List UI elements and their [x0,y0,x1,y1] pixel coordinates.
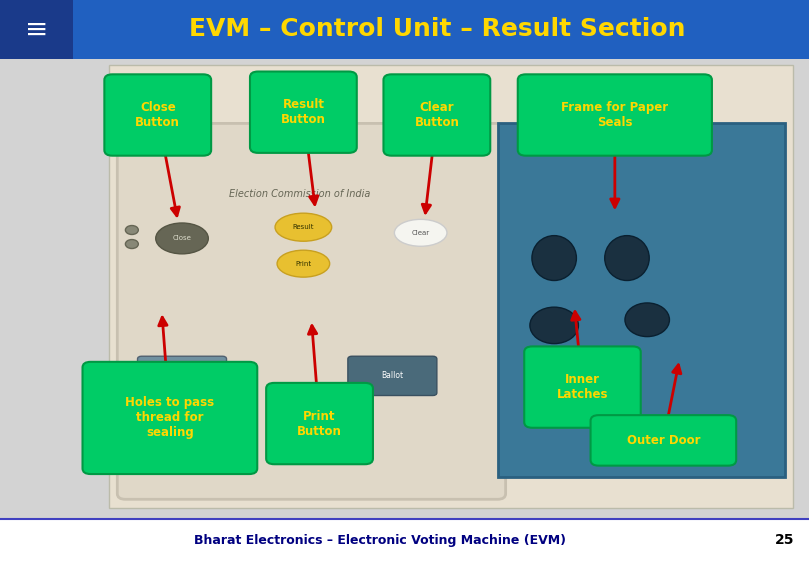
Text: Bharat Electronics – Electronic Voting Machine (EVM): Bharat Electronics – Electronic Voting M… [194,534,566,547]
Circle shape [125,240,138,249]
Text: Frame for Paper
Seals: Frame for Paper Seals [561,101,668,129]
Text: 25: 25 [775,534,794,547]
Ellipse shape [605,236,649,280]
FancyBboxPatch shape [518,75,712,156]
Ellipse shape [394,219,447,246]
Text: Result: Result [293,224,314,230]
FancyBboxPatch shape [109,65,793,508]
Text: ≡: ≡ [25,16,48,44]
FancyBboxPatch shape [104,75,211,156]
Text: Close
Button: Close Button [135,101,180,129]
FancyBboxPatch shape [266,383,373,465]
Text: Outer Door: Outer Door [627,434,700,447]
Text: Print
Button: Print Button [297,410,342,438]
Text: Clear: Clear [412,230,430,236]
Text: Result
Button: Result Button [281,98,326,126]
FancyBboxPatch shape [83,362,257,474]
Ellipse shape [155,223,208,254]
Ellipse shape [275,213,332,241]
Circle shape [125,226,138,234]
Text: Holes to pass
thread for
sealing: Holes to pass thread for sealing [125,397,214,439]
FancyBboxPatch shape [138,356,227,396]
Ellipse shape [530,307,578,343]
FancyBboxPatch shape [0,519,809,561]
FancyBboxPatch shape [0,0,809,59]
Ellipse shape [625,303,669,337]
FancyBboxPatch shape [383,75,490,156]
Text: EVM – Control Unit – Result Section: EVM – Control Unit – Result Section [188,17,685,41]
FancyBboxPatch shape [0,0,73,59]
Text: Inner
Latches: Inner Latches [557,373,608,401]
Text: Close: Close [172,236,192,241]
Text: Total: Total [173,371,191,380]
Ellipse shape [277,250,330,277]
Text: Election Commission of India: Election Commission of India [229,188,370,199]
Text: Clear
Button: Clear Button [414,101,460,129]
FancyBboxPatch shape [591,415,736,466]
FancyBboxPatch shape [117,123,506,499]
FancyBboxPatch shape [524,347,641,428]
FancyBboxPatch shape [250,72,357,153]
FancyBboxPatch shape [348,356,437,396]
Text: Print: Print [295,261,311,266]
FancyBboxPatch shape [498,123,785,477]
Text: Ballot: Ballot [381,371,404,380]
Ellipse shape [532,236,576,280]
